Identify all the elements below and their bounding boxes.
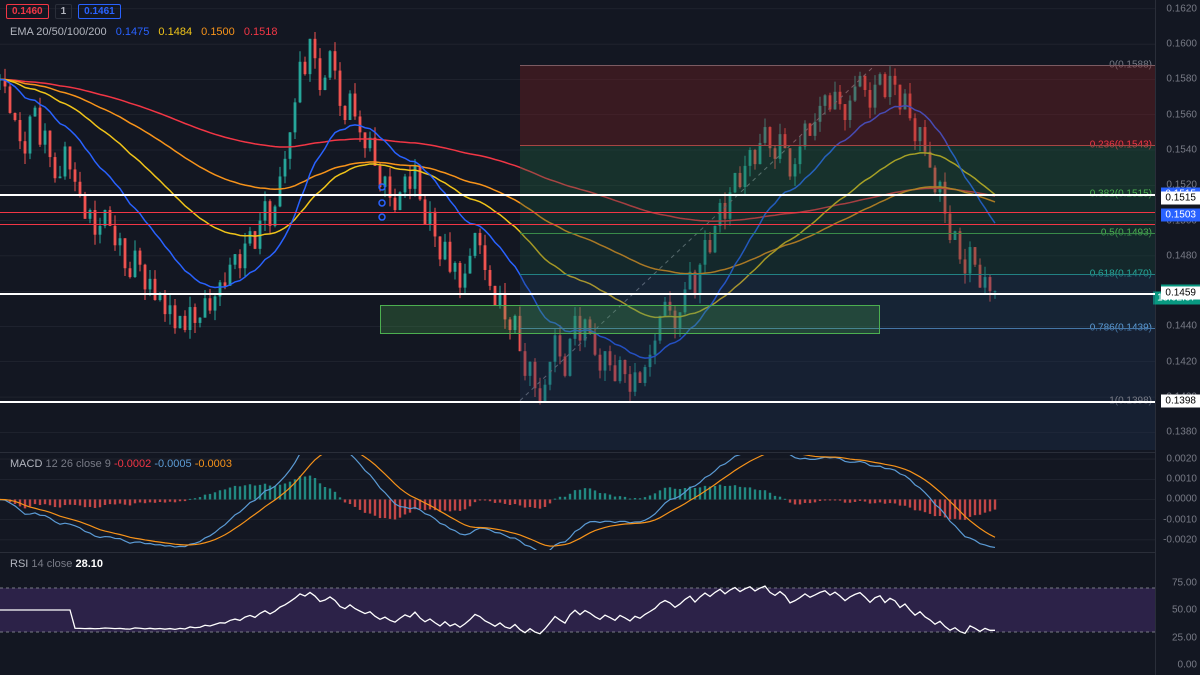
rsi-chart[interactable] (0, 555, 1155, 665)
macd-params: 12 26 close 9 (45, 458, 110, 470)
ema100-value: 0.1500 (201, 26, 235, 38)
macd-signal-value: -0.0003 (195, 458, 232, 470)
price-axis[interactable]: 0.16200.16000.15800.15600.15400.15200.15… (1155, 0, 1200, 675)
macd-hist-value: -0.0002 (114, 458, 151, 470)
macd-legend: MACD 12 26 close 9 -0.0002 -0.0005 -0.00… (10, 458, 232, 470)
ema-legend-label: EMA 20/50/100/200 (10, 26, 107, 38)
bid-price: 0.1460 (6, 4, 49, 19)
ema20-value: 0.1475 (116, 26, 150, 38)
rsi-params: 14 close (31, 558, 72, 570)
rsi-legend: RSI 14 close 28.10 (10, 558, 103, 570)
rsi-value: 28.10 (75, 558, 103, 570)
macd-name: MACD (10, 458, 42, 470)
interval-label[interactable]: 1 (55, 4, 73, 19)
macd-line-value: -0.0005 (154, 458, 191, 470)
rsi-name: RSI (10, 558, 28, 570)
demand-zone-box[interactable] (380, 305, 880, 333)
ask-price: 0.1461 (78, 4, 121, 19)
panel-divider[interactable] (0, 552, 1155, 553)
ema-legend: EMA 20/50/100/200 0.1475 0.1484 0.1500 0… (10, 26, 284, 38)
ema200-value: 0.1518 (244, 26, 278, 38)
panel-divider[interactable] (0, 452, 1155, 453)
ema50-value: 0.1484 (158, 26, 192, 38)
quote-bar: 0.1460 1 0.1461 (6, 4, 121, 19)
